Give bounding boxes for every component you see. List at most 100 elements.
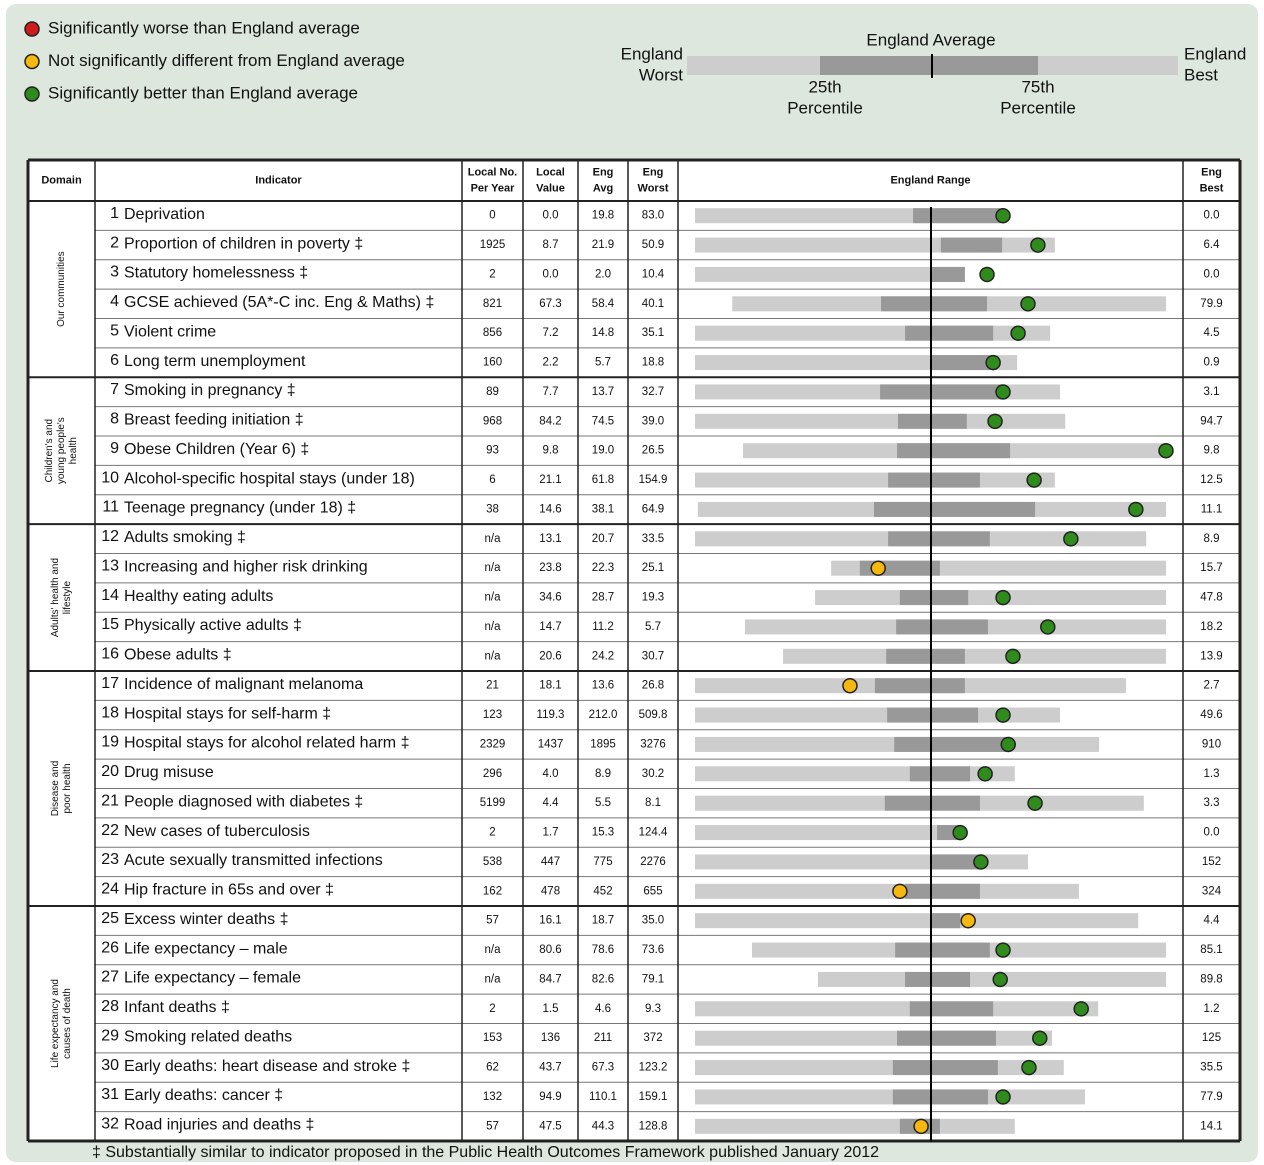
indicator-number: 11 — [102, 499, 119, 516]
cell-value: 296 — [483, 768, 502, 780]
header-label: Best — [1200, 182, 1224, 194]
key-p25-label: 25th — [808, 77, 841, 96]
cell-value: n/a — [485, 533, 502, 545]
indicator-number: 32 — [101, 1116, 119, 1133]
cell-value: 9.8 — [1204, 445, 1220, 457]
cell-value: 30.7 — [642, 650, 664, 662]
cell-value: 13.7 — [592, 386, 614, 398]
indicator-number: 9 — [110, 440, 119, 457]
indicator-name: Drug misuse — [124, 764, 214, 781]
cell-value: 18.7 — [592, 915, 614, 927]
domain-label: Children's and — [44, 419, 55, 483]
cell-value: 211 — [594, 1032, 612, 1044]
iqr-bar — [884, 795, 980, 811]
iqr-bar — [896, 619, 988, 635]
cell-value: 35.5 — [1200, 1062, 1222, 1074]
cell-value: 19.3 — [642, 592, 664, 604]
cell-value: 57 — [486, 1120, 499, 1132]
cell-value: 78.6 — [592, 944, 614, 956]
cell-value: 62 — [486, 1062, 499, 1074]
indicator-number: 25 — [101, 910, 119, 927]
cell-value: 61.8 — [592, 474, 614, 486]
range-bar — [783, 648, 1166, 664]
indicator-number: 7 — [110, 381, 119, 398]
cell-value: 16.1 — [539, 915, 561, 927]
cell-value: 125 — [1202, 1032, 1221, 1044]
cell-value: 2.2 — [543, 357, 559, 369]
cell-value: 19.0 — [592, 445, 614, 457]
cell-value: 89.8 — [1200, 973, 1222, 985]
footnote: ‡ Substantially similar to indicator pro… — [92, 1144, 879, 1161]
cell-value: 1437 — [538, 738, 564, 750]
cell-value: 5.7 — [595, 357, 611, 369]
cell-value: 13.9 — [1200, 650, 1222, 662]
header-label: Value — [536, 182, 565, 194]
local-value-dot — [985, 354, 1001, 371]
cell-value: 38.1 — [592, 503, 614, 515]
header-label: Eng — [593, 166, 614, 178]
local-value-dot — [1030, 237, 1046, 253]
cell-value: 8.1 — [645, 797, 661, 809]
local-value-dot — [995, 589, 1011, 606]
indicator-name: Obese adults ‡ — [124, 647, 232, 664]
cell-value: n/a — [485, 650, 502, 662]
iqr-bar — [898, 413, 967, 429]
indicator-name: Increasing and higher risk drinking — [124, 558, 368, 575]
iqr-bar — [905, 971, 971, 987]
local-value-dot — [1040, 619, 1056, 635]
cell-value: 6.4 — [1204, 239, 1221, 251]
local-value-dot — [913, 1118, 929, 1135]
cell-value: 18.2 — [1200, 621, 1222, 633]
iqr-bar — [899, 590, 969, 606]
local-value-dot — [995, 207, 1011, 224]
cell-value: 3.1 — [1204, 386, 1220, 398]
cell-value: 2 — [489, 827, 495, 839]
cell-value: 26.5 — [642, 445, 664, 457]
indicator-name: New cases of tuberculosis — [124, 823, 310, 840]
indicator-name: Acute sexually transmitted infections — [124, 852, 383, 869]
cell-value: 5.7 — [645, 621, 661, 633]
indicator-name: Hospital stays for alcohol related harm … — [124, 735, 409, 752]
local-value-dot — [1128, 501, 1144, 518]
local-value-dot — [979, 266, 995, 283]
cell-value: 8.9 — [595, 768, 611, 780]
indicator-name: Obese Children (Year 6) ‡ — [124, 441, 309, 458]
cell-value: 8.9 — [1204, 533, 1220, 545]
local-value-dot — [992, 971, 1008, 988]
cell-value: 132 — [483, 1091, 502, 1103]
cell-value: 67.3 — [539, 298, 561, 310]
cell-value: 2276 — [640, 856, 666, 868]
cell-value: 123 — [483, 709, 502, 721]
local-value-dot — [973, 854, 989, 870]
key-worst-label: Worst — [639, 65, 683, 84]
indicator-name: Infant deaths ‡ — [124, 999, 230, 1016]
indicator-number: 29 — [101, 1027, 119, 1044]
cell-value: 26.8 — [642, 680, 664, 692]
cell-value: 13.1 — [539, 533, 561, 545]
local-value-dot — [1032, 1030, 1048, 1046]
local-value-dot — [977, 766, 993, 782]
legend-label: Not significantly different from England… — [48, 51, 405, 70]
iqr-bar — [895, 942, 990, 958]
cell-value: 79.1 — [642, 973, 664, 985]
indicator-name: Healthy eating adults — [124, 588, 273, 605]
cell-value: 28.7 — [592, 592, 614, 604]
cell-value: 9.3 — [645, 1003, 661, 1015]
cell-value: 94.9 — [539, 1091, 561, 1103]
domain-label: causes of death — [62, 988, 73, 1059]
local-value-dot — [1005, 648, 1021, 665]
cell-value: 20.7 — [592, 533, 614, 545]
cell-value: 44.3 — [592, 1120, 614, 1132]
header-label: Local No. — [468, 166, 518, 178]
cell-value: 160 — [483, 357, 502, 369]
local-value-dot — [870, 560, 886, 576]
local-value-dot — [1158, 442, 1174, 459]
indicator-name: Deprivation — [124, 206, 205, 223]
cell-value: 84.7 — [539, 973, 561, 985]
cell-value: 40.1 — [642, 298, 664, 310]
indicator-name: Proportion of children in poverty ‡ — [124, 235, 363, 252]
cell-value: 119.3 — [537, 709, 565, 721]
indicator-number: 1 — [110, 205, 119, 222]
cell-value: n/a — [485, 592, 502, 604]
